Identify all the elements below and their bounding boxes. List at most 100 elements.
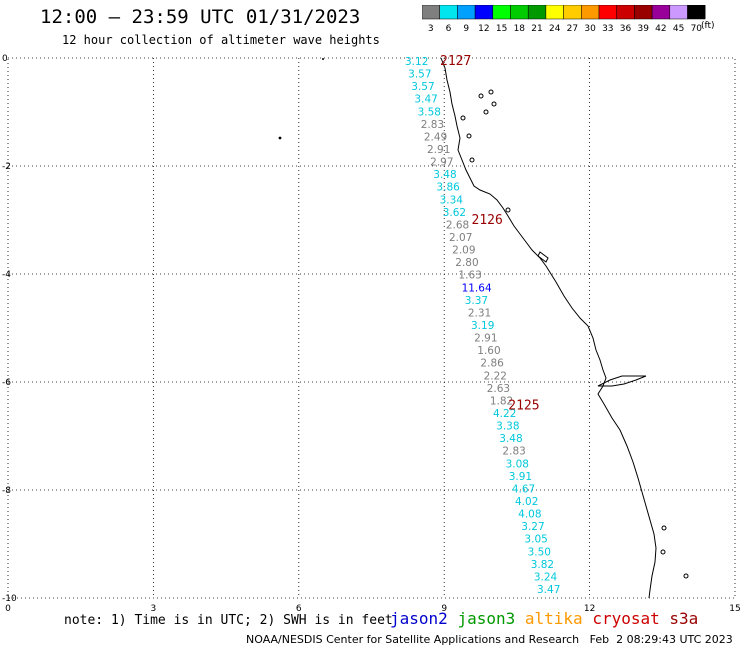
- island: [466, 133, 472, 139]
- wave-height-label: 11.64: [462, 282, 492, 294]
- colorbar-tick-label: 18: [514, 24, 526, 34]
- mission-label-jason2: jason2: [390, 609, 458, 628]
- colorbar-tick-label: 24: [549, 24, 561, 34]
- wave-height-label: 2.91: [427, 144, 450, 156]
- pass-number-labels: 2127 2126 2125: [440, 54, 540, 414]
- wave-height-label: 1.60: [477, 345, 500, 357]
- island: [660, 549, 666, 555]
- x-tick-label: 15: [729, 604, 740, 614]
- wave-height-label: 4.22: [493, 408, 516, 420]
- wave-height-label: 4.02: [515, 496, 538, 508]
- colorbar-tick-label: 12: [478, 24, 489, 34]
- page-title: 12:00 – 23:59 UTC 01/31/2023: [40, 6, 361, 28]
- wave-height-label: 2.63: [487, 383, 510, 395]
- x-tick-label: 3: [151, 604, 157, 614]
- colorbar-swatch: [687, 5, 706, 20]
- wave-height-label: 3.34: [440, 194, 464, 206]
- island: [488, 89, 494, 95]
- colorbar-tick-label: 3: [428, 24, 434, 34]
- island: [491, 101, 497, 107]
- wave-height-label: 3.05: [524, 534, 547, 546]
- wave-height-label: 2.97: [430, 157, 453, 169]
- map-grid: [7, 57, 736, 599]
- mission-label-altika: altika: [524, 609, 593, 628]
- colorbar-tick-label: 27: [567, 24, 578, 34]
- wave-height-label: 2.22: [484, 370, 507, 382]
- colorbar-tick-label: 39: [637, 24, 649, 34]
- observation-labels: 3.123.573.573.473.582.832.492.912.973.48…: [405, 56, 560, 596]
- island: [537, 251, 549, 263]
- map-frame: [7, 57, 736, 599]
- pass-number: 2125: [508, 399, 539, 414]
- wave-height-label: 2.83: [421, 119, 444, 131]
- mission-label-s3a: s3a: [669, 609, 699, 628]
- y-tick-label: 0: [2, 54, 8, 64]
- island: [683, 573, 689, 579]
- wave-height-label: 2.91: [474, 333, 497, 345]
- island: [483, 109, 489, 115]
- footnote: note: 1) Time is in UTC; 2) SWH is in fe…: [64, 613, 393, 628]
- wave-height-label: 2.83: [502, 446, 525, 458]
- wave-height-label: 3.48: [433, 169, 456, 181]
- wave-height-label: 4.67: [512, 483, 535, 495]
- island: [661, 525, 667, 531]
- y-tick-label: -10: [2, 594, 17, 604]
- peninsula-coast: [597, 375, 647, 387]
- colorbar-tick-label: 70: [691, 24, 703, 34]
- axis-tick-labels: 0 3 6 9 12 15 0 -2 -4 -6 -8 -10: [2, 54, 740, 614]
- colorbar-tick-label: 33: [602, 24, 613, 34]
- wave-height-label: 2.09: [452, 245, 475, 257]
- wave-height-label: 3.47: [537, 584, 560, 596]
- wave-height-label: 3.58: [418, 106, 441, 118]
- wave-height-label: 2.31: [468, 307, 491, 319]
- island: [460, 115, 466, 121]
- mainland-coast: [440, 57, 657, 599]
- wave-height-colorbar: 3 6 9 12 15 18 21 24 27 30 33 36 39 42 45 70: [422, 5, 706, 34]
- colorbar-tick-label: 42: [655, 24, 666, 34]
- island: [505, 207, 511, 213]
- colorbar-tick-label: 9: [463, 24, 469, 34]
- x-tick-label: 9: [441, 604, 447, 614]
- coastline: [278, 57, 689, 599]
- wave-height-label: 3.57: [411, 81, 434, 93]
- x-tick-label: 12: [584, 604, 595, 614]
- wave-height-label: 3.37: [465, 295, 488, 307]
- wave-height-label: 3.08: [506, 458, 529, 470]
- wave-height-label: 2.86: [480, 358, 504, 370]
- colorbar-unit: (ft): [701, 21, 715, 31]
- island: [469, 157, 475, 163]
- wave-height-label: 3.12: [405, 56, 428, 68]
- colorbar-tick-label: 45: [673, 24, 684, 34]
- island: [278, 136, 282, 140]
- wave-height-label: 3.27: [521, 521, 544, 533]
- colorbar-tick-label: 21: [531, 24, 542, 34]
- wave-height-label: 2.07: [449, 232, 472, 244]
- y-tick-label: -4: [2, 270, 11, 280]
- wave-height-label: 2.80: [455, 257, 478, 269]
- wave-height-label: 3.50: [528, 546, 551, 558]
- colorbar-tick-label: 6: [446, 24, 452, 34]
- island: [478, 93, 484, 99]
- wave-height-label: 3.38: [496, 421, 519, 433]
- pass-number: 2126: [472, 213, 503, 228]
- mission-label-jason3: jason3: [457, 609, 525, 628]
- y-tick-label: -8: [2, 486, 11, 496]
- x-tick-label: 6: [296, 604, 302, 614]
- wave-height-label: 2.49: [424, 131, 447, 143]
- wave-height-label: 3.57: [408, 69, 431, 81]
- wave-height-label: 4.08: [518, 509, 541, 521]
- colorbar-tick-label: 15: [496, 24, 507, 34]
- island: [322, 58, 324, 60]
- colorbar-tick-label: 36: [620, 24, 632, 34]
- page-subtitle: 12 hour collection of altimeter wave hei…: [62, 33, 380, 47]
- wave-height-label: 1.82: [490, 395, 513, 407]
- mission-legend: jason2 jason3 altika cryosat s3a: [390, 609, 698, 628]
- wave-height-label: 1.63: [458, 270, 481, 282]
- wave-height-label: 3.47: [414, 94, 437, 106]
- wave-height-label: 3.86: [436, 182, 460, 194]
- y-tick-label: -6: [2, 378, 11, 388]
- x-tick-label: 0: [5, 604, 11, 614]
- credit-line: NOAA/NESDIS Center for Satellite Applica…: [246, 633, 733, 646]
- pass-number: 2127: [440, 54, 471, 69]
